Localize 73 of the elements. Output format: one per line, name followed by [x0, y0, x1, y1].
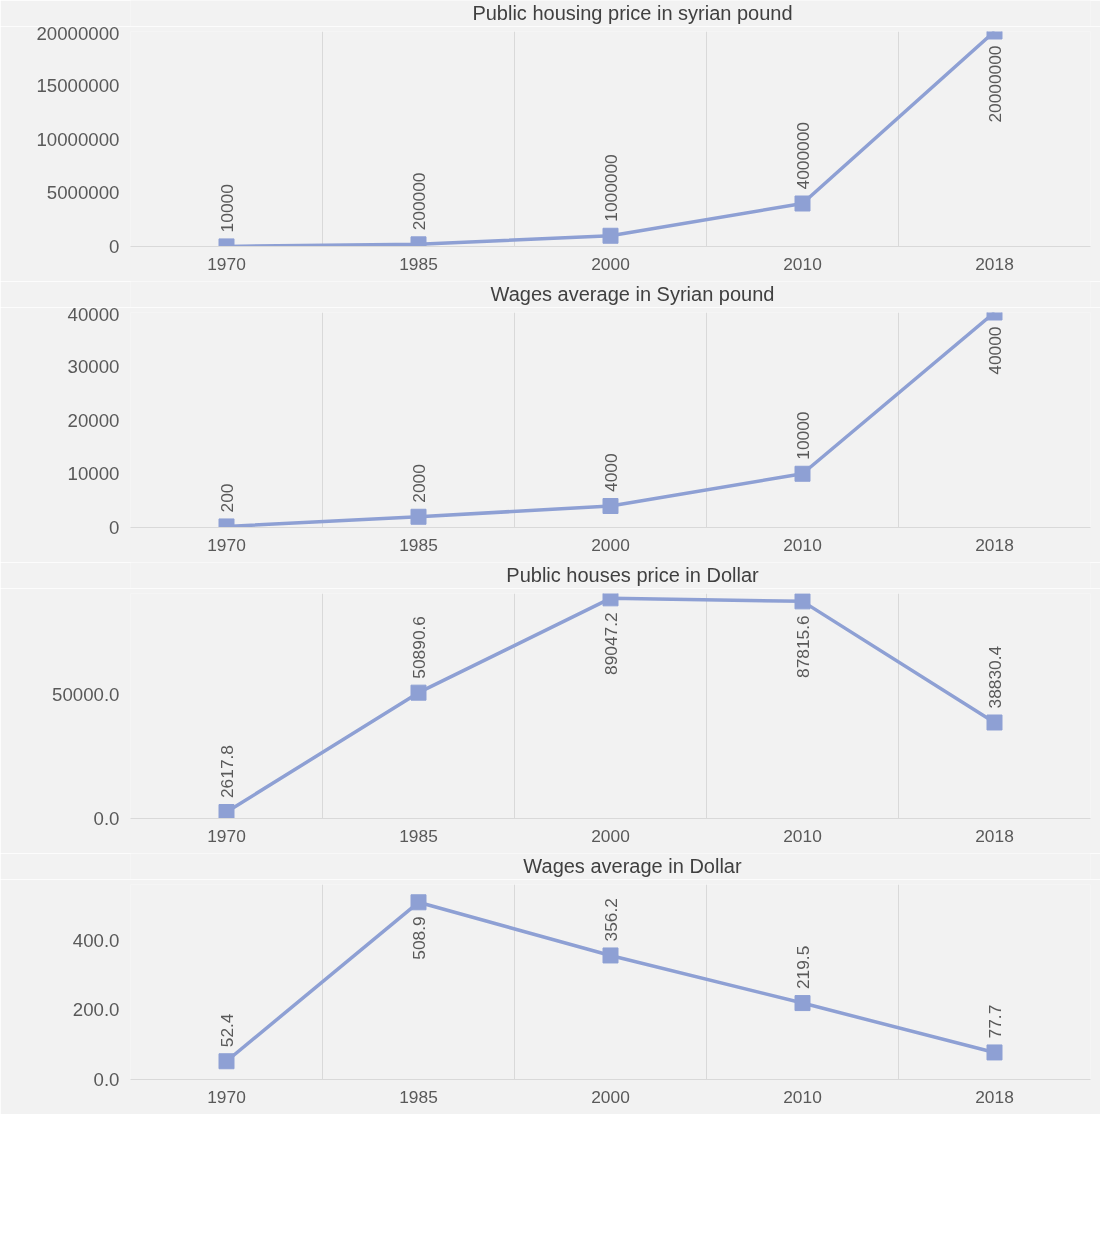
data-label: 10000 [792, 411, 813, 460]
data-label: 2617.8 [216, 745, 237, 799]
point [986, 1044, 1003, 1061]
data-label: 50890.6 [408, 616, 429, 679]
x-tick-label: 1985 [399, 1086, 438, 1107]
y-tick-label: 10000000 [36, 128, 120, 150]
x-tick-label: 2010 [783, 253, 822, 274]
data-label: 1000000 [600, 154, 621, 222]
y-tick-label: 0.0 [93, 1069, 120, 1090]
data-label: 20000000 [984, 45, 1005, 123]
data-label: 200000 [408, 172, 429, 231]
data-label: 2000 [408, 464, 429, 503]
point [794, 465, 811, 482]
y-tick-label: 200.0 [72, 999, 120, 1021]
data-label: 219.5 [792, 945, 813, 990]
x-tick-label: 1985 [399, 534, 438, 555]
point [218, 1053, 235, 1070]
point [602, 498, 619, 514]
x-tick-label: 2018 [975, 534, 1014, 555]
y-tick-label: 15000000 [36, 74, 120, 96]
y-tick-label: 40000 [67, 303, 120, 325]
y-tick-label: 400.0 [72, 929, 120, 951]
x-tick-label: 2010 [783, 825, 822, 846]
point [410, 508, 427, 525]
data-label: 77.7 [984, 1004, 1005, 1039]
y-tick-label: 50000.0 [52, 684, 120, 706]
point [602, 593, 619, 607]
data-label: 89047.2 [600, 612, 621, 675]
data-label: 52.4 [216, 1013, 237, 1048]
x-tick-label: 1970 [207, 534, 246, 555]
x-tick-label: 1985 [399, 253, 438, 274]
x-tick-label: 2018 [975, 253, 1014, 274]
y-tick-label: 0 [109, 517, 120, 538]
x-tick-label: 1970 [207, 253, 246, 274]
series-label: Public houses price in Dollar [506, 563, 759, 587]
y-tick-label: 5000000 [46, 182, 120, 204]
y-tick-label: 20000 [67, 409, 120, 431]
data-label: 200 [216, 483, 237, 513]
y-tick-label: 0 [109, 236, 120, 257]
point [410, 684, 427, 701]
data-label: 40000 [984, 326, 1005, 375]
x-tick-label: 2000 [591, 534, 630, 555]
x-tick-label: 2000 [591, 1086, 630, 1107]
point [410, 894, 427, 911]
y-tick-label: 0.0 [93, 808, 120, 829]
x-tick-label: 2000 [591, 825, 630, 846]
data-label: 4000000 [792, 122, 813, 190]
data-label: 10000 [216, 184, 237, 233]
x-tick-label: 1970 [207, 825, 246, 846]
text: Wages average in Syrian pound [490, 282, 775, 306]
point [794, 995, 811, 1012]
data-label: 508.9 [408, 916, 429, 960]
x-tick-label: 2010 [783, 534, 822, 555]
text: Public housing price in syrian pound [472, 1, 793, 25]
point [986, 714, 1003, 731]
point [602, 947, 619, 964]
data-label: 4000 [600, 453, 621, 492]
text: Wages average in Dollar [523, 854, 742, 878]
y-tick-label: 30000 [67, 355, 120, 377]
point [218, 804, 235, 819]
point [794, 195, 811, 212]
x-tick-label: 2018 [975, 825, 1014, 846]
x-tick-label: 2018 [975, 1086, 1014, 1107]
x-tick-label: 2010 [783, 1086, 822, 1107]
x-tick-label: 1970 [207, 1086, 246, 1107]
x-tick-label: 1985 [399, 825, 438, 846]
data-label: 38830.4 [984, 645, 1005, 709]
data-label: 87815.6 [792, 615, 813, 679]
y-tick-label: 20000000 [36, 22, 120, 44]
data-label: 356.2 [600, 898, 621, 942]
y-tick-label: 10000 [67, 463, 120, 485]
x-tick-label: 2000 [591, 253, 630, 274]
point [794, 593, 811, 610]
